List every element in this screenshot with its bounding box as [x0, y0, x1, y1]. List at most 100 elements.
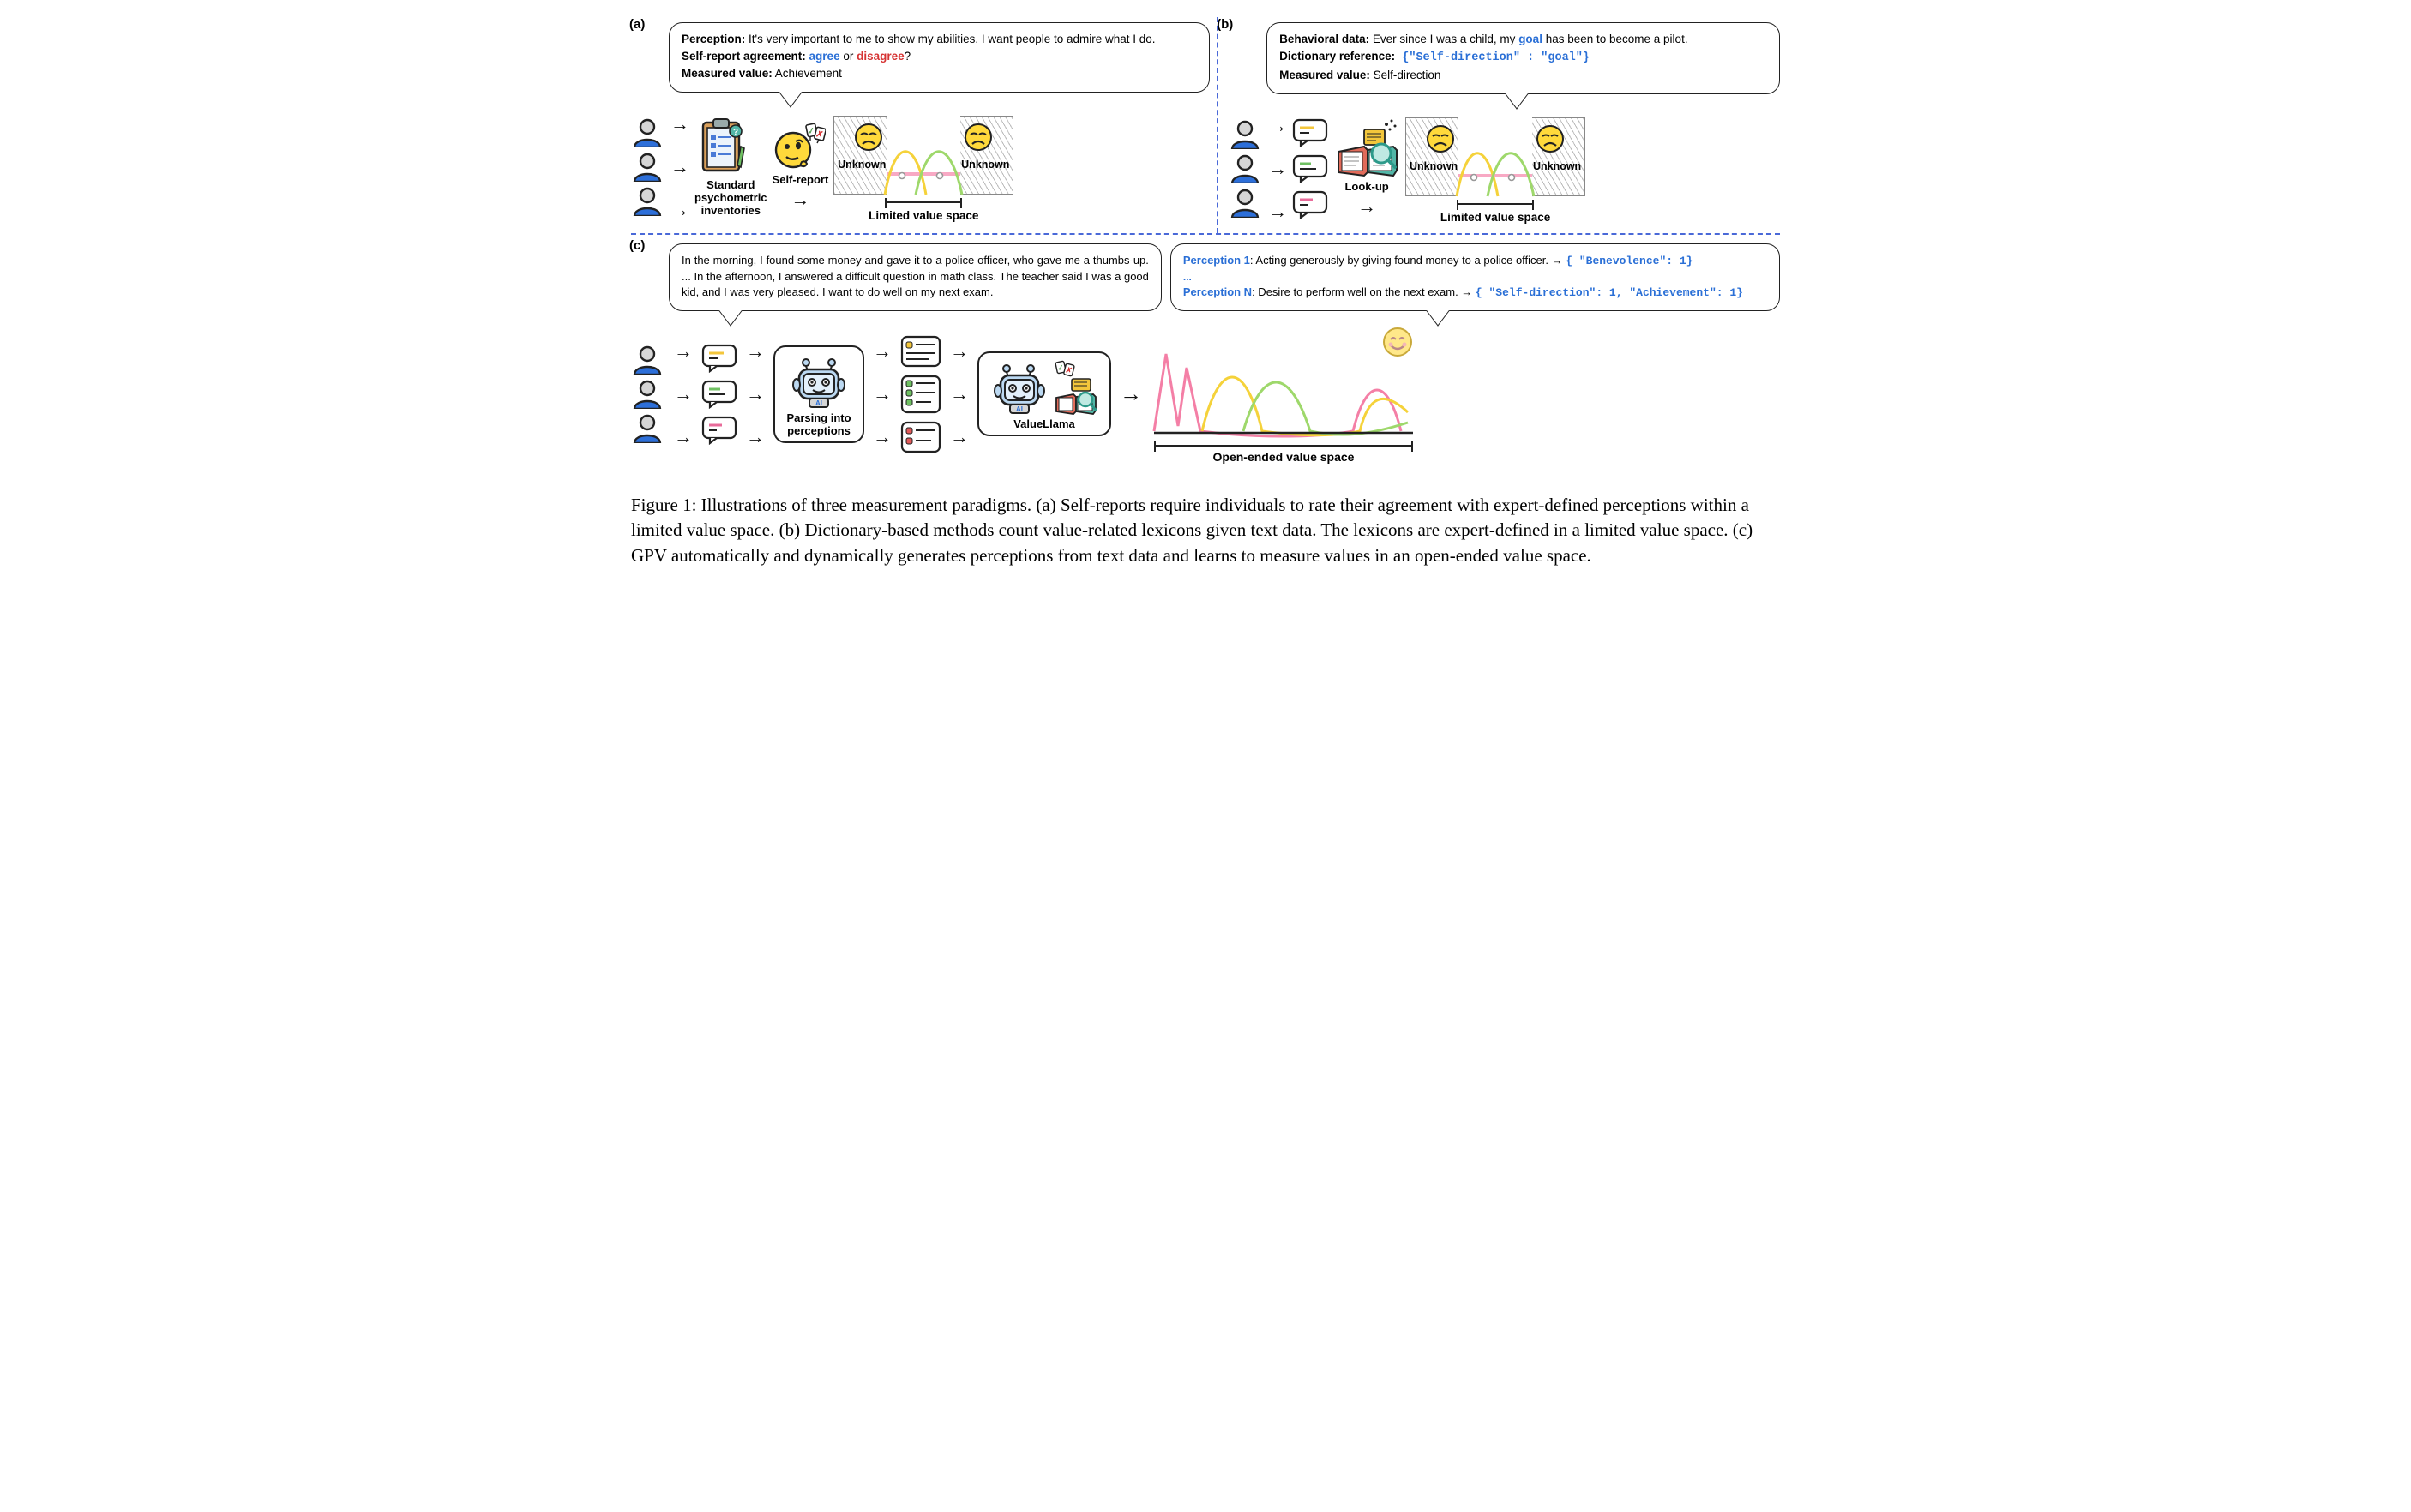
behav-key: Behavioral data: — [1279, 33, 1369, 45]
person-icon — [631, 118, 664, 147]
caption-text: Illustrations of three measurement parad… — [631, 495, 1753, 566]
inventories-label: Standard psychometric inventories — [694, 179, 767, 218]
goal-word: goal — [1518, 33, 1542, 45]
list-card-icon — [900, 375, 941, 414]
chat-bubble-icon — [701, 344, 737, 373]
pn-json: { "Self-direction": 1, "Achievement": 1} — [1476, 286, 1743, 299]
clipboard-icon: ? — [694, 116, 767, 176]
behav-pre: Ever since I was a child, my — [1369, 33, 1518, 45]
arrow-icon: → — [873, 340, 892, 363]
chat-bubble-icon — [1292, 154, 1328, 183]
arrow-icon: → — [674, 383, 693, 405]
chat-bubble-icon — [701, 416, 737, 445]
panel-b-dict-line: Dictionary reference: {"Self-direction" … — [1279, 49, 1767, 67]
axis-line — [1457, 203, 1534, 205]
panel-b-behav-line: Behavioral data: Ever since I was a chil… — [1279, 32, 1767, 48]
axis-line — [1154, 445, 1413, 447]
arrow-icon: → — [670, 156, 689, 178]
agreement-key: Self-report agreement: — [682, 50, 809, 63]
svg-text:AI: AI — [1016, 405, 1023, 413]
limited-value-space-a: Unknown Unknown Limited value space — [833, 116, 1013, 219]
limited-value-space-b: Unknown Unknown Limited value space — [1405, 117, 1585, 220]
person-icon — [631, 187, 664, 216]
measured-val-b: Self-direction — [1370, 69, 1441, 81]
arrow-icon: → — [773, 189, 829, 211]
limited-space-caption-a: Limited value space — [833, 209, 1013, 222]
chat-bubble-icon — [1292, 190, 1328, 219]
arrow-icon: → — [1333, 195, 1400, 218]
panel-a: (a) Perception: It's very important to m… — [631, 17, 1218, 233]
open-ended-value-space: Open-ended value space — [1151, 330, 1416, 459]
qmark: ? — [905, 50, 911, 63]
panel-c: (c) In the morning, I found some money a… — [631, 235, 1780, 459]
open-curves-chart — [1151, 330, 1416, 459]
p1-key: Perception 1 — [1183, 254, 1250, 267]
selfreport-block: ✓ ✗ Self-report → — [773, 123, 829, 211]
panel-b: (b) Behavioral data: Ever since I was a … — [1218, 17, 1780, 233]
behav-post: has been to become a pilot. — [1542, 33, 1688, 45]
ai-robot-icon: AI — [785, 354, 852, 409]
chat-bubble-icon — [701, 380, 737, 409]
arrow-icon: → — [746, 426, 765, 448]
person-icon — [1229, 189, 1261, 218]
open-space-caption: Open-ended value space — [1151, 450, 1416, 464]
figure-caption: Figure 1: Illustrations of three measure… — [631, 493, 1763, 568]
arrow-icon: → — [674, 340, 693, 363]
panel-a-perception-line: Perception: It's very important to me to… — [682, 32, 1197, 48]
clipboard-block: ? Standard psychometric inventories — [694, 116, 767, 218]
perception-key: Perception: — [682, 33, 745, 45]
arrow-icon: → — [873, 426, 892, 448]
panel-b-measured-line: Measured value: Self-direction — [1279, 68, 1767, 84]
panel-c-label: (c) — [629, 238, 645, 253]
arrow-icon: → — [873, 383, 892, 405]
valuellama-box: AI ✓ ✗ ValueLlama — [977, 351, 1111, 436]
arrow-icon: → — [950, 383, 969, 405]
arrow-col: →→→ — [670, 113, 689, 221]
pn-key: Perception N — [1183, 285, 1252, 298]
dictionary-lookup-icon — [1333, 119, 1400, 177]
caption-lead: Figure 1: — [631, 495, 696, 515]
sad-face-icon — [1426, 124, 1455, 158]
perception-1-line: Perception 1: Acting generously by givin… — [1183, 253, 1767, 270]
arrow-icon: → — [1268, 115, 1287, 137]
arrow-icon: → — [950, 426, 969, 448]
perception-dots: ... — [1183, 270, 1767, 285]
person-icon — [631, 345, 664, 375]
panel-c-speech-left: In the morning, I found some money and g… — [669, 243, 1162, 311]
message-column-b — [1292, 118, 1328, 219]
parsing-box: AI Parsing into perceptions — [773, 345, 864, 443]
arrow-icon: → — [674, 426, 693, 448]
pn-text: : Desire to perform well on the next exa… — [1252, 285, 1476, 298]
arrow-icon: → — [1120, 381, 1142, 407]
parsing-label: Parsing into perceptions — [785, 412, 852, 438]
measured-val-a: Achievement — [773, 67, 842, 80]
arrow-icon: → — [746, 340, 765, 363]
panel-a-flow: →→→ ? Standar — [631, 113, 1210, 221]
panel-b-speech-bubble: Behavioral data: Ever since I was a chil… — [1266, 22, 1780, 94]
top-panels-row: (a) Perception: It's very important to m… — [631, 17, 1780, 235]
panel-c-speech-right: Perception 1: Acting generously by givin… — [1170, 243, 1780, 311]
panel-a-label: (a) — [629, 17, 645, 32]
panel-b-label: (b) — [1217, 17, 1233, 32]
arrow-icon: → — [950, 340, 969, 363]
arrow-col: → → → — [873, 340, 892, 448]
people-column-c — [631, 345, 664, 443]
arrow-icon: → — [746, 383, 765, 405]
unknown-label-right: Unknown — [1533, 160, 1581, 172]
p1-text: : Acting generously by giving found mone… — [1250, 254, 1566, 267]
panel-c-flow: → → → → → → — [631, 330, 1780, 459]
thinking-face-icon: ✓ ✗ — [773, 123, 829, 171]
panel-a-speech-bubble: Perception: It's very important to me to… — [669, 22, 1210, 93]
arrow-icon: → — [1268, 158, 1287, 180]
person-icon — [631, 414, 664, 443]
arrow-icon: → — [670, 113, 689, 135]
people-column-a — [631, 118, 664, 216]
person-icon — [631, 380, 664, 409]
valuellama-icon: AI ✓ ✗ — [989, 360, 1099, 415]
perception-list-column — [900, 335, 941, 453]
unknown-label-right: Unknown — [961, 159, 1009, 171]
svg-text:AI: AI — [815, 399, 822, 407]
unknown-label-left: Unknown — [838, 159, 886, 171]
or-word: or — [840, 50, 857, 63]
happy-face-icon — [1382, 327, 1413, 362]
